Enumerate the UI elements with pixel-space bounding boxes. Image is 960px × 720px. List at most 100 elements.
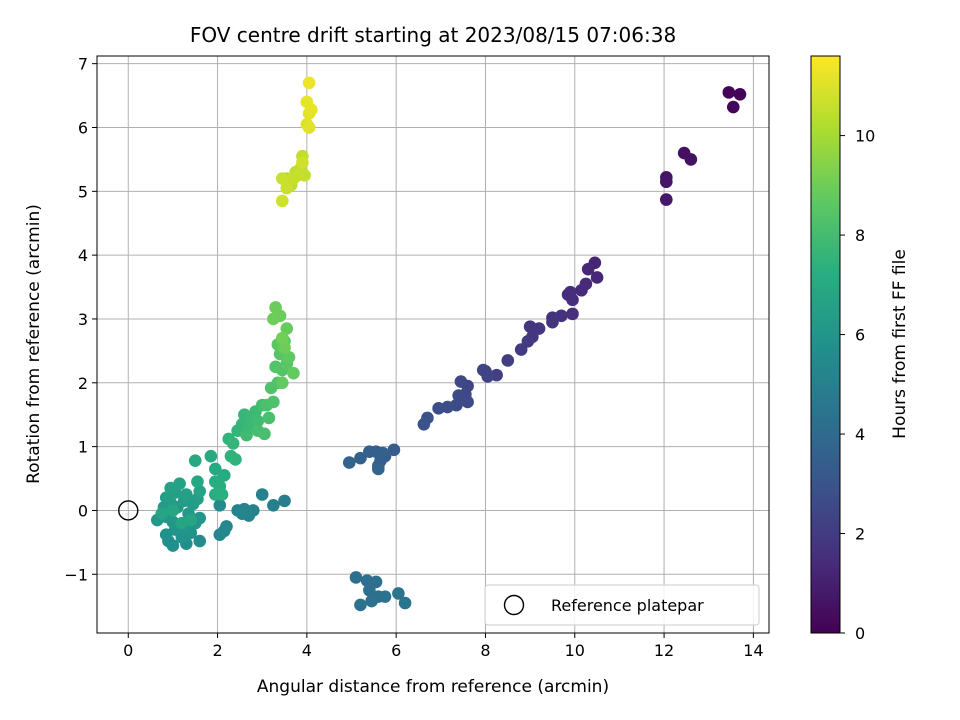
data-point	[242, 509, 256, 522]
data-point	[514, 343, 528, 356]
data-point	[278, 494, 291, 508]
data-point	[454, 375, 468, 388]
data-point	[276, 331, 289, 345]
data-point	[173, 477, 186, 490]
data-point	[240, 428, 253, 442]
data-point	[217, 524, 231, 538]
data-point	[209, 462, 222, 476]
data-point	[398, 596, 412, 610]
data-point	[372, 462, 385, 476]
chart-title: FOV centre drift starting at 2023/08/15 …	[190, 23, 676, 47]
data-point	[305, 103, 318, 116]
data-point	[296, 156, 309, 169]
y-tick-label: 5	[78, 182, 88, 201]
y-tick-label: 1	[78, 438, 88, 457]
data-point	[267, 499, 280, 512]
data-point	[590, 271, 604, 284]
data-point	[204, 449, 218, 463]
data-point	[302, 76, 316, 90]
data-point	[262, 411, 276, 425]
legend-label: Reference platepar	[551, 596, 704, 615]
colorbar-tick-label: 4	[855, 425, 865, 444]
data-point	[287, 172, 300, 185]
data-point	[660, 193, 673, 206]
y-tick-label: 4	[78, 246, 88, 265]
data-point	[376, 446, 390, 460]
data-point	[363, 583, 376, 597]
data-point	[258, 427, 271, 441]
data-point	[267, 395, 280, 409]
colorbar: 0 2 4 6 8 10 Hours from first FF file	[810, 55, 910, 643]
y-axis-ticks: −1 0 1 2 3 4 5 6 7	[64, 55, 97, 584]
data-point	[302, 121, 316, 134]
data-point	[287, 366, 300, 380]
data-point	[378, 590, 392, 603]
data-point	[280, 181, 294, 195]
data-point	[276, 376, 289, 390]
x-tick-label: 0	[123, 641, 133, 660]
colorbar-ticks: 0 2 4 6 8 10	[840, 127, 875, 643]
x-tick-label: 4	[302, 641, 312, 660]
data-point	[575, 283, 588, 297]
x-axis-ticks: 0 2 4 6 8 10 12 14	[123, 633, 764, 660]
data-point	[349, 571, 363, 584]
data-point	[229, 453, 242, 466]
data-point	[180, 488, 193, 501]
data-point	[226, 437, 240, 450]
legend-box	[484, 584, 760, 626]
data-point	[461, 395, 474, 409]
x-tick-label: 2	[212, 641, 222, 660]
data-point	[365, 594, 378, 608]
data-point	[166, 504, 180, 517]
data-point	[387, 443, 401, 457]
data-point	[363, 445, 376, 459]
data-point	[278, 341, 291, 354]
y-tick-label: −1	[64, 565, 88, 584]
data-point	[193, 534, 206, 548]
x-tick-label: 14	[743, 641, 763, 660]
x-axis-label: Angular distance from reference (arcmin)	[257, 677, 609, 697]
data-point	[276, 172, 289, 185]
data-point	[733, 87, 747, 101]
colorbar-tick-label: 2	[855, 525, 865, 544]
data-point	[476, 363, 490, 377]
data-point	[501, 354, 515, 367]
plot-background	[97, 56, 769, 633]
data-point	[354, 598, 367, 612]
data-point	[280, 322, 294, 335]
data-point	[342, 456, 356, 469]
x-tick-label: 12	[654, 641, 674, 660]
legend-marker	[503, 594, 525, 616]
y-tick-label: 3	[78, 310, 88, 329]
data-point	[660, 175, 673, 189]
data-point	[726, 100, 740, 114]
data-point	[215, 488, 229, 501]
colorbar-tick-label: 6	[855, 326, 865, 345]
data-point	[561, 288, 575, 302]
data-point	[581, 262, 595, 276]
colorbar-tick-label: 8	[855, 226, 865, 245]
colorbar-label: Hours from first FF file	[890, 249, 910, 439]
data-point	[191, 475, 204, 489]
plot-frame	[96, 55, 770, 634]
data-point	[546, 315, 559, 329]
data-point	[684, 153, 698, 166]
data-point	[269, 301, 282, 314]
data-point	[432, 402, 445, 415]
data-point	[417, 417, 431, 431]
y-axis-label: Rotation from reference (arcmin)	[24, 204, 44, 484]
y-tick-label: 0	[78, 501, 88, 520]
data-point	[155, 507, 169, 520]
data-point	[523, 320, 537, 333]
data-point	[354, 451, 367, 465]
data-point	[282, 350, 296, 364]
data-point	[193, 485, 206, 498]
data-points	[150, 76, 747, 612]
data-point	[392, 587, 405, 600]
colorbar-gradient	[810, 55, 841, 634]
colorbar-tick-label: 10	[855, 127, 875, 146]
x-tick-label: 6	[391, 641, 401, 660]
data-point	[255, 488, 269, 501]
